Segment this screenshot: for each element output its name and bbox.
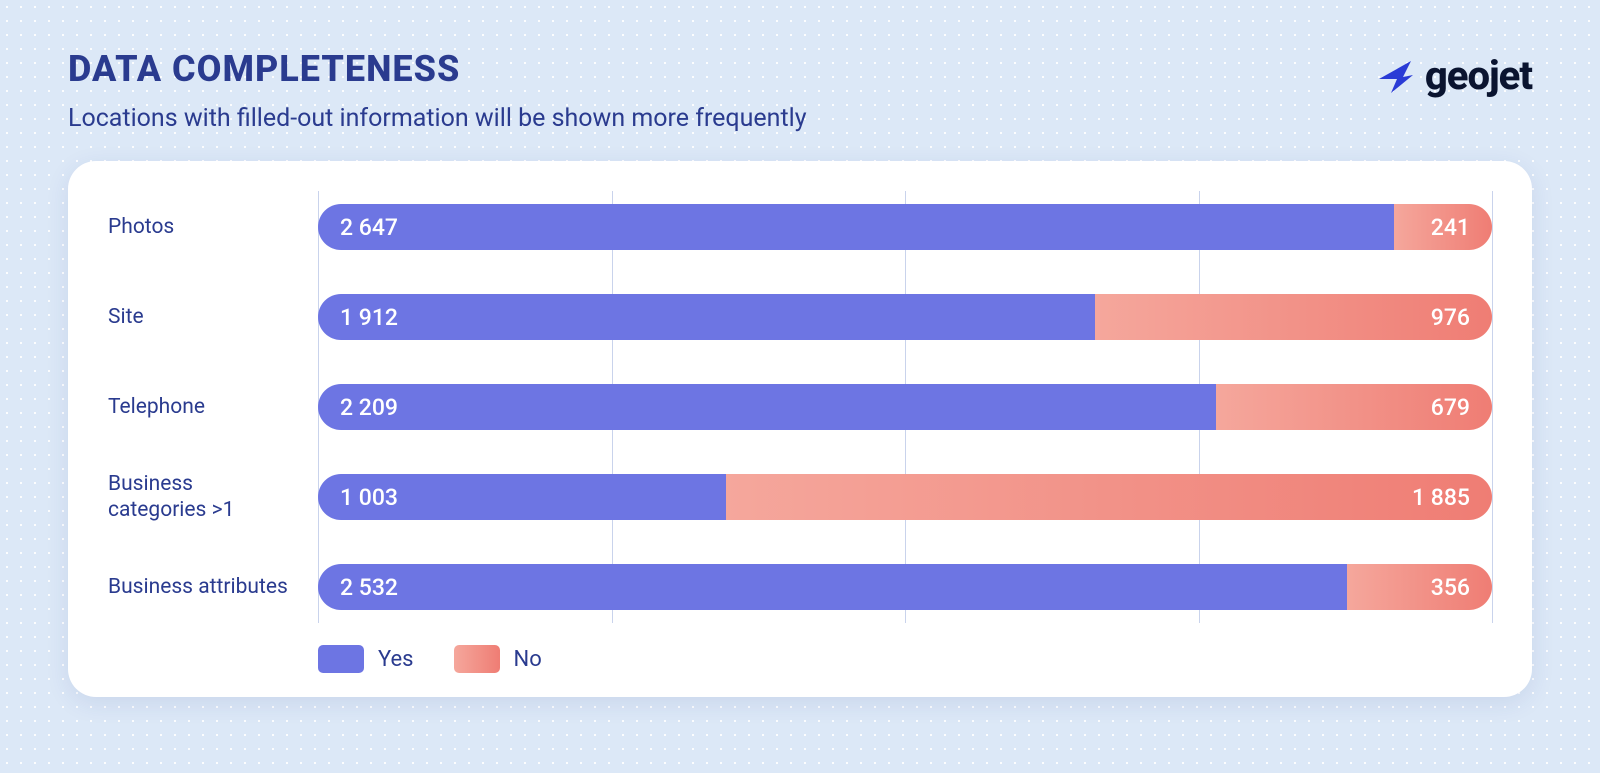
bar-value-no: 1 885	[1412, 484, 1470, 511]
bar-value-yes: 2 647	[340, 214, 398, 241]
header: DATA COMPLETENESS Locations with filled-…	[68, 48, 1532, 133]
chart-row: Business categories >11 0031 885	[318, 461, 1492, 533]
bar-segment-yes: 2 647	[318, 204, 1394, 250]
legend-label-no: No	[514, 647, 542, 672]
bar-segment-no: 976	[1095, 294, 1492, 340]
bar-value-no: 356	[1431, 574, 1470, 601]
bar-segment-yes: 1 912	[318, 294, 1095, 340]
legend-swatch-yes	[318, 645, 364, 673]
bar-value-yes: 1 912	[340, 304, 398, 331]
bar-track: 1 912 976	[318, 294, 1492, 340]
title-block: DATA COMPLETENESS Locations with filled-…	[68, 48, 807, 133]
bar-track: 2 647 241	[318, 204, 1492, 250]
bar-value-yes: 2 209	[340, 394, 398, 421]
page-subtitle: Locations with filled-out information wi…	[68, 104, 807, 133]
bar-segment-no: 679	[1216, 384, 1492, 430]
chart-row: Site1 912976	[318, 281, 1492, 353]
bar-track: 2 532 356	[318, 564, 1492, 610]
brand-logo: geojet	[1373, 52, 1532, 99]
brand-name: geojet	[1425, 52, 1532, 99]
row-label: Business categories >1	[108, 471, 303, 524]
bar-track: 2 209 679	[318, 384, 1492, 430]
row-label: Site	[108, 304, 303, 330]
legend-label-yes: Yes	[378, 647, 414, 672]
chart-row: Telephone2 209679	[318, 371, 1492, 443]
bar-segment-no: 241	[1394, 204, 1492, 250]
bar-value-yes: 2 532	[340, 574, 398, 601]
bar-value-no: 679	[1431, 394, 1470, 421]
bar-segment-yes: 1 003	[318, 474, 726, 520]
bar-segment-no: 356	[1347, 564, 1492, 610]
bar-value-yes: 1 003	[340, 484, 398, 511]
chart-card: Photos 2 647 241 Site 1 912 976 Telephone 2 209…	[68, 161, 1532, 697]
stacked-bar-chart: Photos 2 647 241 Site 1 912 976 Telephone 2 209…	[108, 191, 1492, 673]
geojet-arrow-icon	[1373, 53, 1419, 99]
row-label: Photos	[108, 214, 303, 240]
legend-item-yes: Yes	[318, 645, 414, 673]
page-title: DATA COMPLETENESS	[68, 48, 807, 90]
bar-value-no: 976	[1431, 304, 1470, 331]
chart-row: Photos2 647241	[318, 191, 1492, 263]
bar-segment-yes: 2 532	[318, 564, 1347, 610]
row-label: Telephone	[108, 394, 303, 420]
bar-segment-yes: 2 209	[318, 384, 1216, 430]
legend-swatch-no	[454, 645, 500, 673]
legend: Yes No	[318, 645, 1492, 673]
chart-rows: Photos2 647241Site1 912976Telephone2 209…	[318, 191, 1492, 623]
bar-segment-no: 1 885	[726, 474, 1492, 520]
bar-track: 1 003 1 885	[318, 474, 1492, 520]
row-label: Business attributes	[108, 574, 303, 600]
legend-item-no: No	[454, 645, 542, 673]
chart-row: Business attributes2 532356	[318, 551, 1492, 623]
bar-value-no: 241	[1431, 214, 1470, 241]
